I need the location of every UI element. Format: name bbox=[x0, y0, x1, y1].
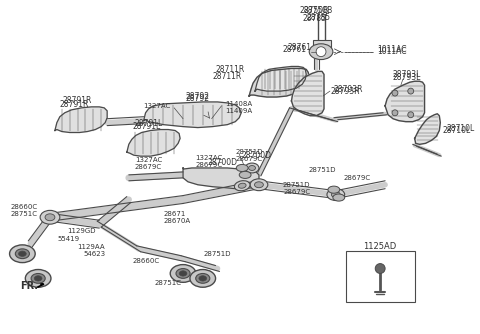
Ellipse shape bbox=[239, 171, 251, 178]
Ellipse shape bbox=[250, 179, 268, 191]
Text: 28679C: 28679C bbox=[135, 164, 162, 170]
Text: 28792: 28792 bbox=[186, 92, 210, 101]
Text: 28792: 28792 bbox=[186, 95, 210, 104]
Text: 1327AC: 1327AC bbox=[195, 155, 222, 161]
Ellipse shape bbox=[238, 183, 246, 188]
Text: 28791R: 28791R bbox=[63, 97, 92, 106]
Ellipse shape bbox=[328, 186, 340, 193]
Ellipse shape bbox=[392, 110, 398, 116]
Text: 1011AC: 1011AC bbox=[377, 45, 407, 54]
Text: 1327AC: 1327AC bbox=[135, 157, 162, 163]
Ellipse shape bbox=[236, 164, 248, 172]
Polygon shape bbox=[55, 107, 107, 133]
Polygon shape bbox=[255, 66, 306, 91]
Text: 28791L: 28791L bbox=[134, 119, 163, 128]
Text: 1011AC: 1011AC bbox=[377, 47, 407, 56]
Text: 28750B: 28750B bbox=[303, 6, 333, 15]
Ellipse shape bbox=[199, 276, 206, 281]
Text: 11409A: 11409A bbox=[226, 108, 252, 114]
Text: 1129AA: 1129AA bbox=[78, 244, 105, 250]
Ellipse shape bbox=[331, 192, 340, 197]
Text: 28711R: 28711R bbox=[216, 65, 245, 74]
Text: 28700D: 28700D bbox=[207, 158, 238, 167]
Polygon shape bbox=[127, 130, 180, 156]
Ellipse shape bbox=[408, 88, 414, 94]
Text: 1125AD: 1125AD bbox=[363, 242, 397, 252]
Text: FR.: FR. bbox=[21, 281, 38, 291]
Text: 28751D: 28751D bbox=[308, 167, 336, 173]
Text: 28793R: 28793R bbox=[331, 87, 360, 96]
Ellipse shape bbox=[245, 163, 259, 173]
Text: 28761: 28761 bbox=[287, 43, 311, 52]
Text: 28793R: 28793R bbox=[334, 85, 363, 94]
Polygon shape bbox=[415, 114, 440, 144]
Ellipse shape bbox=[10, 245, 35, 263]
Ellipse shape bbox=[19, 251, 26, 257]
Text: 28791R: 28791R bbox=[60, 101, 89, 110]
Polygon shape bbox=[291, 71, 324, 116]
Text: 28791L: 28791L bbox=[132, 122, 161, 131]
Text: 28793L: 28793L bbox=[393, 73, 421, 82]
Text: 28660C: 28660C bbox=[10, 204, 37, 210]
Text: 28710L: 28710L bbox=[446, 124, 474, 133]
Bar bbox=[346, 251, 415, 302]
Ellipse shape bbox=[25, 270, 51, 287]
Ellipse shape bbox=[15, 249, 29, 259]
Polygon shape bbox=[183, 168, 259, 189]
Ellipse shape bbox=[31, 274, 45, 283]
Ellipse shape bbox=[34, 276, 42, 281]
Text: 28785: 28785 bbox=[302, 14, 326, 23]
Ellipse shape bbox=[254, 182, 264, 188]
Text: 28679C: 28679C bbox=[283, 189, 310, 195]
Ellipse shape bbox=[309, 44, 333, 59]
Text: 28761: 28761 bbox=[282, 45, 306, 54]
Ellipse shape bbox=[190, 270, 216, 287]
Text: 28750B: 28750B bbox=[300, 6, 329, 15]
Ellipse shape bbox=[316, 47, 326, 56]
Polygon shape bbox=[385, 81, 424, 122]
Bar bbox=[313, 40, 331, 48]
Ellipse shape bbox=[249, 166, 255, 170]
Text: 28751D: 28751D bbox=[283, 182, 310, 188]
Ellipse shape bbox=[408, 112, 414, 118]
Text: 54623: 54623 bbox=[83, 251, 105, 257]
Text: 28679C: 28679C bbox=[235, 156, 263, 162]
Text: 28785: 28785 bbox=[306, 13, 330, 22]
Text: 28751D: 28751D bbox=[235, 149, 263, 155]
Text: 11408A: 11408A bbox=[226, 101, 252, 107]
Text: 28679C: 28679C bbox=[195, 162, 222, 168]
Text: 28710L: 28710L bbox=[442, 126, 470, 135]
Text: 28751C: 28751C bbox=[155, 280, 182, 286]
Ellipse shape bbox=[176, 269, 190, 278]
Polygon shape bbox=[249, 68, 309, 97]
Text: 1327AC: 1327AC bbox=[143, 103, 170, 109]
Ellipse shape bbox=[333, 194, 345, 201]
Text: 28700D: 28700D bbox=[242, 151, 272, 160]
Ellipse shape bbox=[392, 90, 398, 96]
Ellipse shape bbox=[234, 181, 250, 191]
Text: 28679C: 28679C bbox=[344, 175, 371, 181]
Ellipse shape bbox=[375, 264, 385, 274]
Ellipse shape bbox=[196, 274, 210, 283]
Ellipse shape bbox=[179, 271, 187, 276]
Text: 28660C: 28660C bbox=[133, 258, 160, 264]
Text: 28793L: 28793L bbox=[393, 70, 421, 79]
Text: 28711R: 28711R bbox=[213, 72, 242, 81]
Text: 28751C: 28751C bbox=[10, 211, 37, 217]
Text: 28751D: 28751D bbox=[204, 251, 231, 257]
Text: 28670A: 28670A bbox=[163, 218, 191, 224]
Ellipse shape bbox=[40, 210, 60, 224]
Ellipse shape bbox=[170, 265, 196, 282]
Text: 28671: 28671 bbox=[163, 211, 186, 217]
Text: 1129GD: 1129GD bbox=[67, 228, 96, 234]
Polygon shape bbox=[144, 102, 241, 128]
Ellipse shape bbox=[45, 214, 55, 221]
Ellipse shape bbox=[327, 189, 345, 200]
Text: 55419: 55419 bbox=[58, 236, 80, 242]
